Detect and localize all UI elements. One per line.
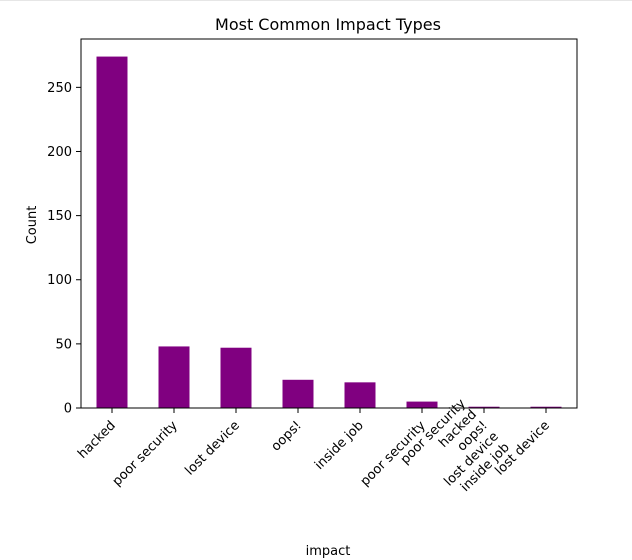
y-tick-label-5: 250 <box>47 81 72 96</box>
y-axis-label: Count <box>25 206 40 245</box>
y-tick-label-0: 0 <box>64 402 72 417</box>
chart-title: Most Common Impact Types <box>215 15 441 34</box>
x-tick-label-2: lost device <box>183 418 243 478</box>
bars-group <box>96 56 562 408</box>
top-border <box>0 0 632 1</box>
bar-5 <box>406 401 438 408</box>
x-tick-label-0: hacked <box>75 418 119 462</box>
x-tick-label-6: poor securityhackedoops!lost deviceinsid… <box>398 396 513 511</box>
bar-6 <box>468 406 500 408</box>
x-axis-label: impact <box>306 544 351 559</box>
y-tick-label-4: 200 <box>47 145 72 160</box>
bar-7 <box>530 406 562 408</box>
bar-0 <box>96 56 128 408</box>
y-tick-label-1: 50 <box>55 337 72 352</box>
y-ticks-group: 0 50 100 150 200 250 <box>47 81 81 417</box>
plot-frame <box>80 38 578 409</box>
bar-3 <box>282 379 314 408</box>
y-tick-label-2: 100 <box>47 273 72 288</box>
x-tick-label-4: inside job <box>312 418 367 473</box>
bar-1 <box>158 346 190 408</box>
x-tick-label-1: poor security <box>110 418 181 489</box>
bar-2 <box>220 347 252 408</box>
bar-4 <box>344 382 376 408</box>
x-tick-label-3: oops! <box>269 418 305 454</box>
y-tick-label-3: 150 <box>47 209 72 224</box>
